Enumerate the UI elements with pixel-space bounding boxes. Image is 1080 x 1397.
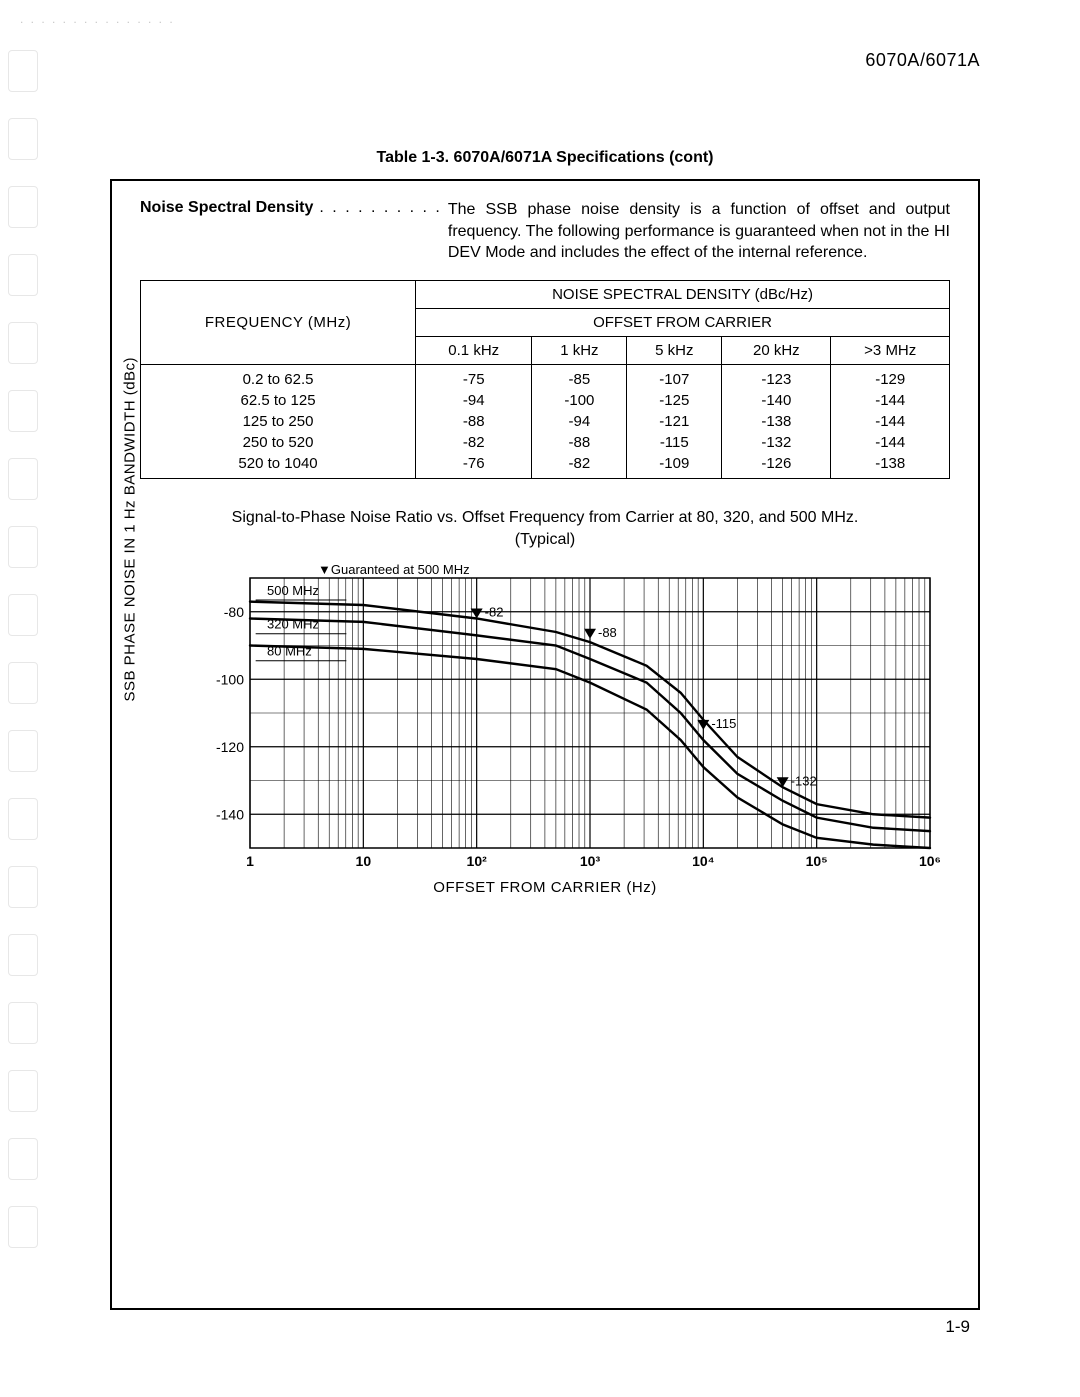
value-cell: -144	[831, 411, 950, 432]
offset-header: OFFSET FROM CARRIER	[416, 308, 950, 336]
value-cell: -121	[627, 411, 722, 432]
spec-dots: . . . . . . . . . .	[313, 199, 447, 217]
svg-text:80 MHz: 80 MHz	[267, 643, 312, 658]
value-cell: -144	[831, 432, 950, 453]
noise-spectral-density-table: FREQUENCY (MHz) NOISE SPECTRAL DENSITY (…	[140, 280, 950, 479]
col-header: >3 MHz	[831, 336, 950, 364]
value-cell: -125	[627, 390, 722, 411]
svg-text:-140: -140	[216, 806, 244, 822]
col-header: 5 kHz	[627, 336, 722, 364]
value-cell: -144	[831, 390, 950, 411]
density-header: NOISE SPECTRAL DENSITY (dBc/Hz)	[416, 280, 950, 308]
spec-box: Noise Spectral Density . . . . . . . . .…	[110, 179, 980, 1310]
svg-text:10: 10	[356, 853, 372, 869]
svg-text:10⁵: 10⁵	[806, 853, 828, 869]
spec-label: Noise Spectral Density	[140, 199, 313, 217]
chart-title-line2: (Typical)	[515, 531, 575, 548]
svg-text:500 MHz: 500 MHz	[267, 582, 319, 597]
value-cell: -82	[416, 432, 532, 453]
svg-text:320 MHz: 320 MHz	[267, 616, 319, 631]
chart-title: Signal-to-Phase Noise Ratio vs. Offset F…	[140, 507, 950, 552]
noise-spectral-density-spec: Noise Spectral Density . . . . . . . . .…	[140, 199, 950, 264]
svg-text:-82: -82	[485, 604, 504, 619]
value-cell: -123	[722, 364, 831, 390]
col-header: 20 kHz	[722, 336, 831, 364]
chart-title-line1: Signal-to-Phase Noise Ratio vs. Offset F…	[232, 509, 859, 526]
value-cell: -75	[416, 364, 532, 390]
value-cell: -138	[831, 453, 950, 479]
svg-text:1: 1	[246, 853, 254, 869]
value-cell: -82	[532, 453, 627, 479]
freq-cell: 62.5 to 125	[141, 390, 416, 411]
svg-text:-132: -132	[791, 773, 817, 788]
value-cell: -107	[627, 364, 722, 390]
svg-text:10⁴: 10⁴	[692, 853, 715, 869]
y-axis-label: SSB PHASE NOISE IN 1 Hz BANDWIDTH (dBc)	[122, 357, 139, 702]
value-cell: -88	[532, 432, 627, 453]
scan-artifact: . . . . . . . . . . . . . . .	[20, 12, 175, 26]
svg-text:10⁶: 10⁶	[919, 853, 940, 869]
value-cell: -129	[831, 364, 950, 390]
col-header: 1 kHz	[532, 336, 627, 364]
svg-text:10²: 10²	[467, 853, 488, 869]
value-cell: -94	[532, 411, 627, 432]
freq-header: FREQUENCY (MHz)	[141, 280, 416, 364]
svg-text:-115: -115	[711, 715, 736, 730]
page-header-model: 6070A/6071A	[110, 50, 980, 71]
spec-text: The SSB phase noise density is a functio…	[448, 199, 950, 264]
chart-svg: -80 -100 -120 -140 1 10 10² 10³ 10⁴ 10⁵ 10⁶ 500 MHz…	[180, 558, 940, 888]
phase-noise-chart: SSB PHASE NOISE IN 1 Hz BANDWIDTH (dBc) …	[140, 558, 950, 888]
value-cell: -109	[627, 453, 722, 479]
page-number: 1-9	[945, 1317, 970, 1337]
value-cell: -100	[532, 390, 627, 411]
value-cell: -94	[416, 390, 532, 411]
punch-hole-artifacts	[8, 50, 38, 1274]
svg-text:-88: -88	[598, 624, 617, 639]
freq-cell: 520 to 1040	[141, 453, 416, 479]
freq-cell: 250 to 520	[141, 432, 416, 453]
page-content: 6070A/6071A Table 1-3. 6070A/6071A Speci…	[110, 50, 980, 1310]
svg-text:-120: -120	[216, 738, 244, 754]
value-cell: -126	[722, 453, 831, 479]
value-cell: -88	[416, 411, 532, 432]
value-cell: -76	[416, 453, 532, 479]
value-cell: -138	[722, 411, 831, 432]
svg-text:10³: 10³	[580, 853, 601, 869]
value-cell: -85	[532, 364, 627, 390]
freq-cell: 125 to 250	[141, 411, 416, 432]
x-axis-label: OFFSET FROM CARRIER (Hz)	[433, 879, 656, 896]
value-cell: -132	[722, 432, 831, 453]
svg-text:-80: -80	[224, 603, 244, 619]
svg-text:▼Guaranteed at 500 MHz: ▼Guaranteed at 500 MHz	[318, 562, 470, 577]
freq-cell: 0.2 to 62.5	[141, 364, 416, 390]
svg-text:-100: -100	[216, 671, 244, 687]
table-caption: Table 1-3. 6070A/6071A Specifications (c…	[110, 149, 980, 167]
value-cell: -140	[722, 390, 831, 411]
value-cell: -115	[627, 432, 722, 453]
col-header: 0.1 kHz	[416, 336, 532, 364]
